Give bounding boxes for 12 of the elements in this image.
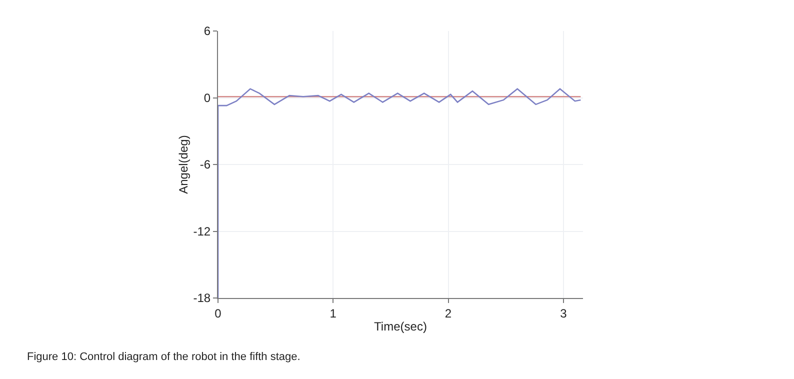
y-tick-label: -18: [193, 291, 211, 306]
y-tick-label: 6: [204, 24, 211, 38]
y-axis-title: Angel(deg): [176, 135, 191, 194]
x-tick-label: 1: [330, 306, 337, 320]
x-tick-label: 0: [214, 306, 222, 320]
y-tick-label: -12: [193, 224, 211, 238]
caption: Figure 10: Control diagram of the robot in the fifth stage.: [27, 351, 300, 363]
y-tick-label: -6: [200, 158, 211, 172]
x-tick-label: 2: [444, 306, 452, 320]
y-tick-label: 0: [204, 90, 211, 105]
x-tick-label: 3: [560, 306, 568, 320]
x-axis-title: Time(sec): [374, 319, 427, 334]
